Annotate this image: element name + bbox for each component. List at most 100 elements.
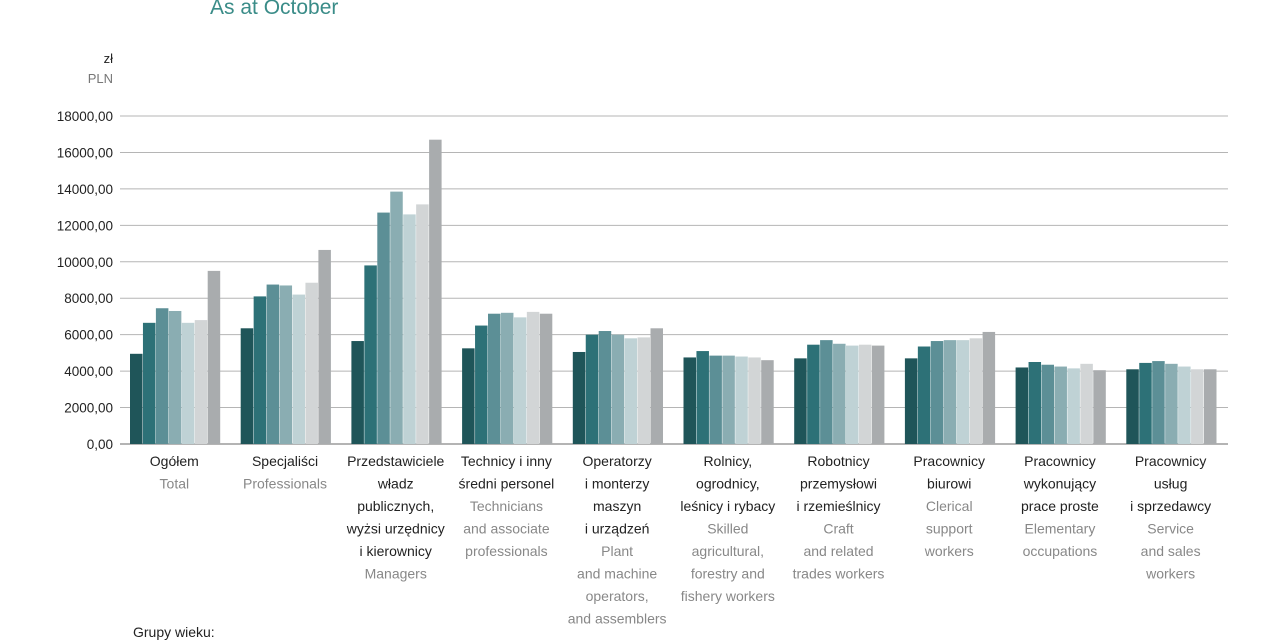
bar xyxy=(709,355,722,444)
bar xyxy=(240,328,254,444)
category-label-en: workers xyxy=(1145,566,1195,582)
category-label-pl: maszyn xyxy=(593,498,641,514)
bar xyxy=(637,337,651,444)
category-label-pl: Technicy i inny xyxy=(461,453,552,469)
category-label-pl: wykonujący xyxy=(1023,476,1096,492)
y-tick-label: 4000,00 xyxy=(64,364,113,379)
y-tick-label: 6000,00 xyxy=(64,328,113,343)
category-label-en: and related xyxy=(803,543,873,559)
category-label-en: Technicians xyxy=(470,498,543,514)
bar xyxy=(943,340,957,444)
bar xyxy=(305,282,318,444)
category-label-en: Skilled xyxy=(707,521,748,537)
category-label-pl: Robotnicy xyxy=(807,453,869,469)
category-label-en: Clerical xyxy=(926,498,973,514)
bar xyxy=(624,338,638,444)
bar xyxy=(1067,368,1080,444)
bar xyxy=(1204,369,1217,444)
bar xyxy=(650,328,663,444)
bar xyxy=(364,265,377,444)
bar xyxy=(292,294,305,444)
y-tick-label: 2000,00 xyxy=(64,401,113,416)
category-label-pl: publicznych, xyxy=(357,498,434,514)
bar xyxy=(735,356,748,444)
bar xyxy=(1191,369,1204,444)
bar xyxy=(1152,361,1165,444)
bar xyxy=(917,346,931,444)
category-labels: Ogółem Total Specjaliści Professionals Przed… xyxy=(150,453,1211,627)
bar xyxy=(761,360,774,444)
category-label-en: and assemblers xyxy=(568,611,667,627)
category-label-en: operators, xyxy=(586,588,649,604)
bar xyxy=(598,331,612,444)
y-tick-label: 14000,00 xyxy=(57,182,113,197)
bar xyxy=(748,357,761,444)
category-label-pl: Pracownicy xyxy=(1135,453,1207,469)
y-axis-unit-en: PLN xyxy=(87,71,113,86)
bar xyxy=(956,340,970,444)
bar xyxy=(253,296,267,444)
y-tick-label: 18000,00 xyxy=(57,109,113,124)
y-tick-label: 16000,00 xyxy=(57,145,113,160)
y-axis-ticks: 0,00 2000,00 4000,00 6000,00 8000,00 10000,00… xyxy=(57,109,113,452)
legend-title: Grupy wieku: xyxy=(133,624,215,640)
bar xyxy=(390,191,403,444)
bar xyxy=(1093,370,1106,444)
category-label-pl: leśnicy i rybacy xyxy=(680,498,775,514)
category-label-en: and sales xyxy=(1141,543,1201,559)
bar xyxy=(403,214,416,444)
category-label-en: Craft xyxy=(823,521,853,537)
bar xyxy=(1139,362,1152,444)
bar xyxy=(513,317,527,444)
bar xyxy=(794,358,807,444)
bar xyxy=(488,313,501,444)
category-label-en: forestry and xyxy=(691,566,765,582)
bar xyxy=(1165,363,1178,444)
bar xyxy=(279,285,293,444)
bar xyxy=(820,340,833,444)
category-label-pl: wyżsi urzędnicy xyxy=(346,521,445,537)
bar xyxy=(683,357,696,444)
bar xyxy=(194,320,208,444)
category-label-pl: Przedstawiciele xyxy=(347,453,444,469)
bar xyxy=(1015,367,1029,444)
bar xyxy=(846,345,859,444)
y-tick-label: 0,00 xyxy=(87,437,113,452)
bar xyxy=(572,351,586,444)
category-label-pl: prace proste xyxy=(1021,498,1099,514)
bar xyxy=(1126,369,1139,444)
category-label-en: Plant xyxy=(601,543,633,559)
bar xyxy=(539,313,553,444)
bar xyxy=(130,353,143,444)
bar xyxy=(807,344,820,444)
bar xyxy=(722,355,735,444)
bar xyxy=(930,341,944,444)
bar xyxy=(858,344,872,444)
bar xyxy=(526,311,540,444)
bar xyxy=(833,343,846,444)
bar xyxy=(351,341,364,444)
y-axis-unit-pl: zł xyxy=(103,51,113,66)
category-label-en: occupations xyxy=(1023,543,1098,559)
category-label-pl: średni personel xyxy=(459,476,555,492)
bar xyxy=(377,212,390,444)
category-label-pl: i sprzedawcy xyxy=(1130,498,1211,514)
category-label-pl: biurowi xyxy=(927,476,971,492)
bars xyxy=(130,139,1217,444)
category-label-pl: i kierownicy xyxy=(360,543,432,559)
bar xyxy=(1028,362,1042,444)
category-label-pl: przemysłowi xyxy=(800,476,877,492)
bar xyxy=(155,308,169,444)
bar xyxy=(904,358,918,444)
bar xyxy=(500,312,514,444)
category-label-pl: i urządzeń xyxy=(585,521,650,537)
category-label-en: support xyxy=(926,521,973,537)
category-label-en: Service xyxy=(1147,521,1194,537)
bar xyxy=(585,334,599,444)
bar xyxy=(416,204,429,444)
category-label-en: trades workers xyxy=(793,566,885,582)
bar xyxy=(181,322,195,444)
category-label-pl: Pracownicy xyxy=(913,453,985,469)
bar xyxy=(429,139,442,444)
